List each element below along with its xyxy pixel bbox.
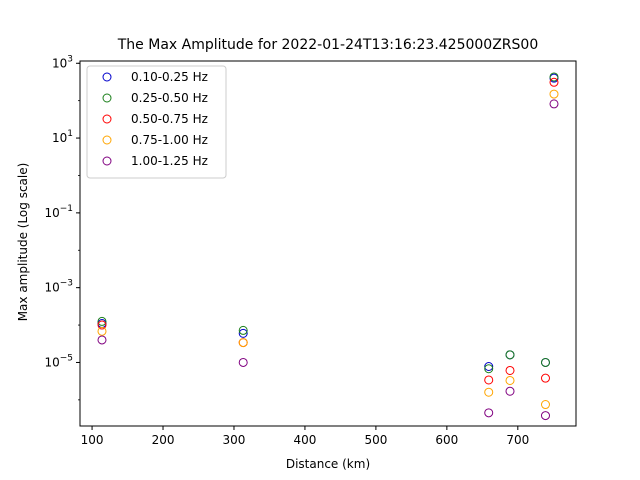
x-tick-label: 300 — [223, 433, 246, 447]
x-tick-label: 100 — [81, 433, 104, 447]
data-point — [484, 408, 494, 418]
x-tick-label: 400 — [293, 433, 316, 447]
legend-label: 0.25-0.50 Hz — [131, 91, 208, 105]
data-point — [97, 326, 107, 336]
series-group — [97, 99, 559, 421]
data-point — [549, 89, 559, 99]
data-point — [97, 320, 107, 330]
data-point — [540, 400, 550, 410]
legend-label: 0.75-1.00 Hz — [131, 133, 208, 147]
legend-marker — [102, 72, 112, 82]
data-point — [97, 316, 107, 326]
legend-marker — [102, 93, 112, 103]
chart-title: The Max Amplitude for 2022-01-24T13:16:2… — [117, 37, 538, 53]
x-tick-label: 700 — [506, 433, 529, 447]
data-point — [238, 328, 248, 338]
legend-label: 0.10-0.25 Hz — [131, 70, 208, 84]
x-tick-label: 600 — [435, 433, 458, 447]
data-point — [484, 361, 494, 371]
legend: 0.10-0.25 Hz 0.25-0.50 Hz 0.50-0.75 Hz 0.75… — [86, 65, 227, 179]
legend-marker — [102, 114, 112, 124]
data-point — [97, 335, 107, 345]
x-axis-label: Distance (km) — [286, 457, 370, 471]
legend-box — [86, 65, 227, 179]
legend-marker — [102, 135, 112, 145]
legend-marker — [102, 156, 112, 166]
legend-label: 0.50-0.75 Hz — [131, 112, 208, 126]
data-point — [505, 375, 515, 385]
x-tick-label: 500 — [364, 433, 387, 447]
data-point — [540, 411, 550, 421]
data-point — [549, 72, 559, 82]
data-point — [540, 357, 550, 367]
axes-frame — [79, 60, 577, 427]
data-point — [484, 375, 494, 385]
legend-label: 1.00-1.25 Hz — [131, 154, 208, 168]
data-point — [238, 357, 248, 367]
data-point — [484, 387, 494, 397]
y-axis-label: Max amplitude (Log scale) — [16, 163, 30, 322]
series-group — [97, 89, 559, 410]
series-group — [97, 72, 559, 374]
data-point — [549, 77, 559, 87]
data-point — [238, 325, 248, 335]
data-point — [505, 350, 515, 360]
data-point — [484, 364, 494, 374]
data-point — [540, 373, 550, 383]
data-point — [505, 365, 515, 375]
data-point — [505, 386, 515, 396]
data-point — [238, 338, 248, 348]
x-tick-label: 200 — [152, 433, 175, 447]
data-point — [549, 99, 559, 109]
